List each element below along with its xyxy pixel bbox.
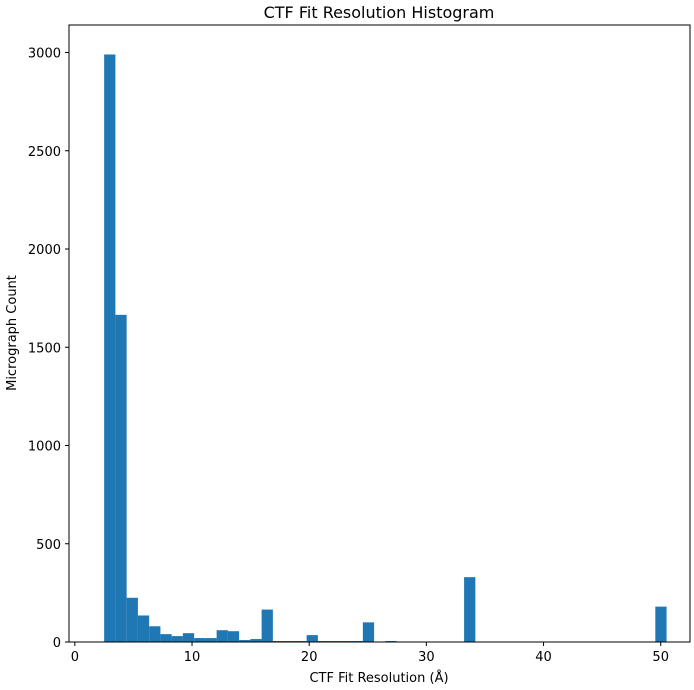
histogram-bar [104,54,116,642]
histogram-bar [239,640,251,642]
chart-title: CTF Fit Resolution Histogram [264,3,495,22]
x-tick-label: 30 [418,650,435,665]
histogram-bar [306,635,318,642]
x-tick-label: 10 [184,650,201,665]
histogram-bar [227,631,240,642]
histogram-bar [126,597,138,642]
histogram-bar [261,609,273,642]
histogram-bar [194,638,206,642]
histogram-bar [216,630,228,642]
histogram-bar [160,634,172,642]
histogram-bar [182,633,195,642]
histogram-bar [149,626,161,642]
histogram-bar [250,639,262,642]
histogram-bar [655,606,667,642]
plot-frame [68,24,691,643]
y-tick-label: 0 [53,636,61,651]
histogram-bar [171,636,183,642]
histogram-bar [362,622,375,642]
histogram-bar [205,638,217,642]
y-tick-label: 3000 [28,47,61,62]
y-tick-label: 2000 [28,243,61,258]
x-tick-label: 20 [301,650,318,665]
histogram-bar [115,314,127,642]
y-tick-label: 500 [36,538,61,553]
y-tick-label: 2500 [28,145,61,160]
y-axis-label: Micrograph Count [5,275,20,391]
x-tick-label: 40 [535,650,552,665]
x-tick-label: 0 [71,650,79,665]
y-tick-label: 1000 [28,440,61,455]
histogram-bar [464,577,476,642]
x-axis-label: CTF Fit Resolution (Å) [309,670,448,686]
x-tick-label: 50 [652,650,669,665]
bars-group [104,54,667,642]
y-axis: 0 500 1000 1500 2000 2500 3000 [28,47,69,651]
y-tick-label: 1500 [28,341,61,356]
histogram-bar [137,615,150,642]
x-axis: 0 10 20 30 40 50 [71,642,669,665]
